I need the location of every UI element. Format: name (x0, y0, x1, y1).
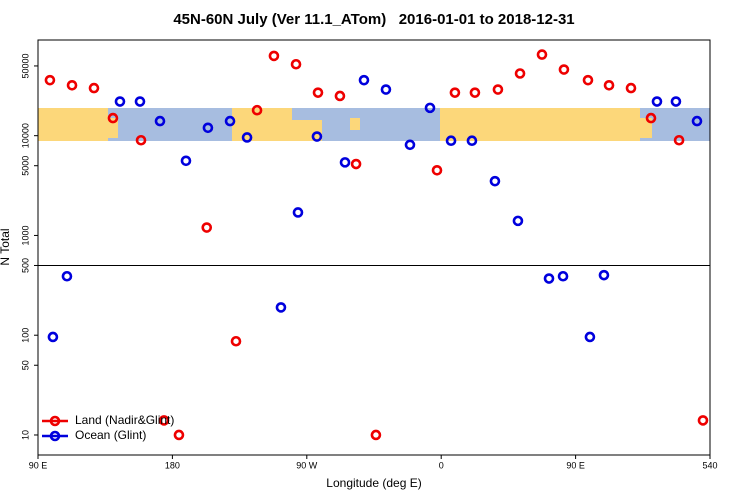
point (431, 164, 443, 176)
point (180, 155, 192, 167)
x-tick-label: 90 E (29, 460, 48, 470)
legend-marker (49, 430, 61, 442)
point (670, 96, 682, 107)
point (492, 84, 504, 95)
y-tick-label: 1000 (20, 225, 30, 245)
point (584, 331, 596, 343)
legend-label: Ocean (Glint) (75, 428, 146, 442)
point (543, 273, 555, 284)
point (512, 215, 524, 227)
point (466, 135, 478, 147)
y-tick-label: 50 (20, 360, 30, 370)
point (424, 102, 436, 114)
y-tick-label: 10000 (20, 123, 30, 148)
point (625, 82, 637, 94)
point (311, 131, 323, 142)
point (691, 115, 703, 127)
x-axis-label: Longitude (deg E) (326, 476, 421, 490)
point (66, 79, 78, 91)
legend-label: Land (Nadir&Glint) (75, 413, 174, 427)
point (268, 50, 280, 62)
point (404, 139, 416, 151)
x-tick-label: 90 W (296, 460, 318, 470)
point (651, 96, 663, 107)
point (582, 74, 594, 86)
point (645, 112, 657, 124)
point (469, 87, 481, 98)
point (173, 429, 185, 441)
point (241, 132, 253, 143)
point (107, 112, 119, 124)
point (697, 415, 709, 426)
point (134, 96, 146, 107)
y-tick-label: 100 (20, 328, 30, 343)
x-tick-label: 180 (165, 460, 180, 470)
point (339, 157, 351, 168)
point (673, 134, 685, 146)
point (114, 96, 126, 107)
point (489, 175, 501, 187)
point (44, 74, 56, 86)
point (380, 84, 392, 95)
point (350, 158, 362, 170)
point (312, 87, 324, 98)
y-tick-label: 500 (20, 258, 30, 273)
point (334, 90, 346, 102)
point (536, 49, 548, 60)
point (275, 302, 287, 313)
point (449, 87, 461, 98)
point (61, 270, 73, 282)
point (514, 68, 526, 79)
point (251, 104, 263, 116)
point (230, 335, 242, 347)
point (558, 64, 570, 75)
chart-title: 45N-60N July (Ver 11.1_ATom) 2016-01-01 … (173, 11, 574, 28)
point (201, 222, 213, 233)
point (557, 270, 569, 282)
point (135, 134, 147, 146)
plot-frame (37, 39, 711, 456)
x-tick-label: 540 (702, 460, 717, 470)
x-tick-label: 0 (439, 460, 444, 470)
point (445, 135, 457, 147)
point (358, 74, 370, 86)
x-tick-label: 90 E (566, 460, 585, 470)
y-tick-label: 5000 (20, 156, 30, 176)
point (154, 115, 166, 127)
legend-marker (49, 415, 61, 427)
point (47, 331, 59, 343)
point (598, 269, 610, 281)
point (158, 415, 170, 426)
y-tick-label: 10 (20, 430, 30, 440)
point (370, 429, 382, 441)
point (290, 58, 302, 70)
point (202, 122, 214, 134)
point (88, 82, 100, 94)
y-axis-label: N Total (0, 228, 12, 265)
point (603, 79, 615, 91)
y-tick-label: 50000 (20, 53, 30, 78)
map-band (38, 108, 710, 141)
point (224, 115, 236, 127)
point (292, 207, 304, 218)
